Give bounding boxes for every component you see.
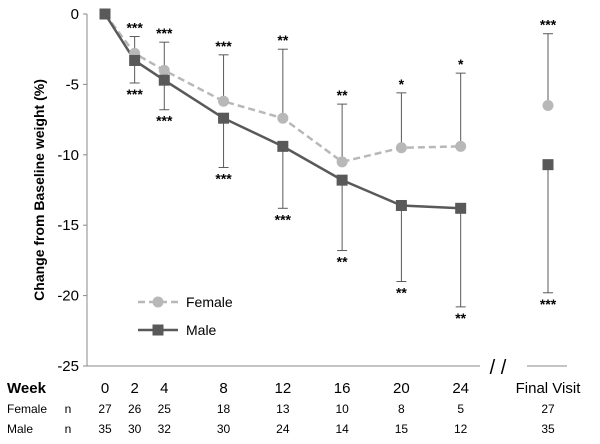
female-point bbox=[158, 64, 170, 76]
female-significance-label: *** bbox=[156, 25, 173, 41]
n-table-count: 14 bbox=[335, 422, 349, 436]
n-table-count: 24 bbox=[276, 422, 290, 436]
n-table-count: 25 bbox=[158, 402, 172, 416]
x-tick-label: 0 bbox=[101, 380, 109, 397]
legend-female-marker bbox=[152, 296, 164, 308]
n-table-count: 8 bbox=[398, 402, 405, 416]
male-point bbox=[395, 199, 407, 211]
x-tick-label: 24 bbox=[452, 380, 469, 397]
n-table-count: 5 bbox=[457, 402, 464, 416]
male-significance-label: *** bbox=[126, 86, 143, 102]
x-tick-label: 20 bbox=[393, 380, 410, 397]
n-table-count: 12 bbox=[454, 422, 468, 436]
male-point bbox=[129, 54, 141, 66]
n-table-count: 26 bbox=[128, 402, 142, 416]
x-tick-label: 16 bbox=[334, 380, 351, 397]
male-point bbox=[99, 8, 111, 20]
female-significance-label: ** bbox=[277, 32, 288, 48]
female-point bbox=[336, 156, 348, 168]
y-tick-label: -5 bbox=[66, 76, 79, 93]
n-table-count: 30 bbox=[128, 422, 142, 436]
male-point-final bbox=[542, 159, 554, 171]
x-tick-label: 4 bbox=[160, 380, 168, 397]
axis-break-marks: / / bbox=[490, 357, 507, 379]
male-point bbox=[218, 112, 230, 124]
female-point bbox=[277, 112, 289, 124]
n-table-count-final: 35 bbox=[541, 422, 555, 436]
n-table-count: 27 bbox=[98, 402, 112, 416]
n-table-count: 10 bbox=[335, 402, 349, 416]
male-point bbox=[455, 202, 467, 214]
male-significance-label: *** bbox=[215, 170, 232, 186]
male-significance-label: ** bbox=[337, 254, 348, 270]
female-significance-label: ** bbox=[337, 87, 348, 103]
y-tick-label: -20 bbox=[57, 288, 79, 305]
legend-male-marker bbox=[152, 324, 164, 336]
male-significance-label: ** bbox=[455, 310, 466, 326]
legend-female-label: Female bbox=[186, 294, 233, 310]
male-point bbox=[336, 174, 348, 186]
y-axis-label: Change from Baseline weight (%) bbox=[31, 79, 47, 301]
n-table-count: 15 bbox=[395, 422, 409, 436]
n-table-label: n bbox=[65, 402, 72, 416]
y-tick-label: 0 bbox=[71, 6, 79, 23]
male-significance-label: *** bbox=[156, 113, 173, 129]
n-table-group: Male bbox=[7, 422, 33, 436]
legend-male-label: Male bbox=[186, 322, 217, 338]
y-tick-label: -25 bbox=[57, 358, 79, 375]
n-table-count: 35 bbox=[98, 422, 112, 436]
female-point bbox=[455, 140, 467, 152]
male-point bbox=[277, 140, 289, 152]
x-tick-label-final: Final Visit bbox=[516, 380, 582, 397]
female-significance-label: *** bbox=[215, 38, 232, 54]
x-axis-label: Week bbox=[7, 380, 47, 397]
y-tick-label: -10 bbox=[57, 147, 79, 164]
female-significance-label: * bbox=[458, 56, 464, 72]
male-significance-label: *** bbox=[275, 211, 292, 227]
male-point bbox=[158, 74, 170, 86]
female-point bbox=[218, 95, 230, 107]
n-table-label: n bbox=[65, 422, 72, 436]
male-significance-label-final: *** bbox=[540, 296, 557, 312]
n-table-count: 18 bbox=[217, 402, 231, 416]
female-significance-label: * bbox=[399, 76, 405, 92]
female-significance-label: *** bbox=[126, 20, 143, 36]
n-table-count: 30 bbox=[217, 422, 231, 436]
x-tick-label: 2 bbox=[130, 380, 138, 397]
x-tick-label: 8 bbox=[219, 380, 227, 397]
y-tick-label: -15 bbox=[57, 217, 79, 234]
n-table-group: Female bbox=[7, 402, 47, 416]
male-significance-label: ** bbox=[396, 285, 407, 301]
x-tick-label: 12 bbox=[274, 380, 291, 397]
female-point bbox=[395, 142, 407, 154]
female-significance-label-final: *** bbox=[540, 17, 557, 33]
n-table-count-final: 27 bbox=[541, 402, 555, 416]
n-table-count: 32 bbox=[158, 422, 172, 436]
female-point-final bbox=[542, 100, 554, 112]
n-table-count: 13 bbox=[276, 402, 290, 416]
